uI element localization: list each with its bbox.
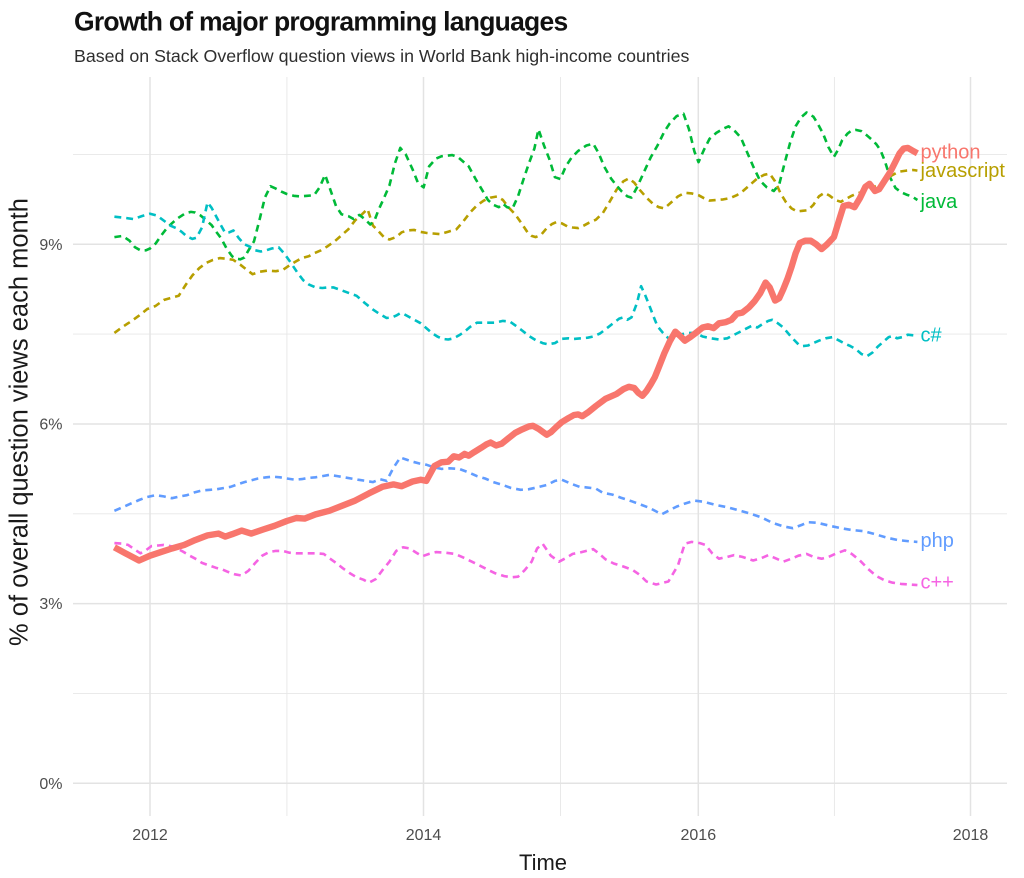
svg-text:3%: 3%: [39, 596, 62, 613]
svg-text:c#: c#: [921, 325, 943, 347]
svg-text:Time: Time: [519, 850, 567, 875]
svg-text:2014: 2014: [406, 827, 442, 844]
svg-text:python: python: [921, 142, 981, 164]
svg-text:c++: c++: [921, 572, 954, 594]
svg-text:0%: 0%: [39, 776, 62, 793]
svg-text:php: php: [921, 530, 954, 552]
svg-text:2012: 2012: [132, 827, 168, 844]
svg-text:2016: 2016: [681, 827, 717, 844]
svg-text:Growth of major programming la: Growth of major programming languages: [74, 7, 567, 37]
svg-text:9%: 9%: [39, 237, 62, 254]
svg-text:% of overall question views ea: % of overall question views each month: [6, 198, 34, 646]
svg-text:java: java: [920, 191, 959, 213]
svg-text:Based on Stack Overflow questi: Based on Stack Overflow question views i…: [74, 46, 690, 66]
svg-text:6%: 6%: [39, 417, 62, 434]
svg-text:2018: 2018: [953, 827, 989, 844]
svg-text:javascript: javascript: [920, 160, 1006, 182]
